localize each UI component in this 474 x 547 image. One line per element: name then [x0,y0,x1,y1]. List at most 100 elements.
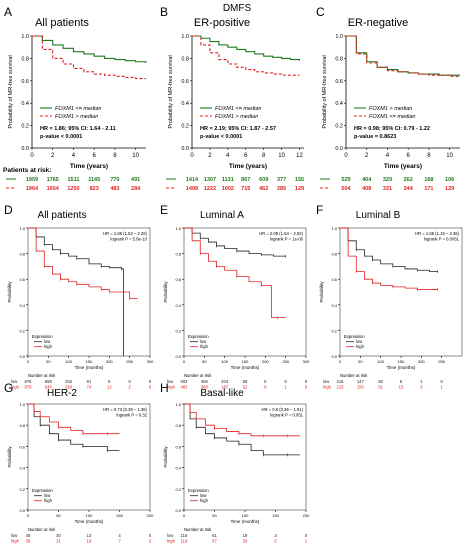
risk-title: Patients at risk: [3,167,51,174]
stat-annotation: p-value < 0.0001 [40,134,82,140]
risk-value: 1145 [88,177,100,183]
risk-value: 4 [118,533,121,538]
series-line-first [346,35,460,76]
risk-value: 284 [131,186,141,192]
x-tick-label: 100 [221,359,228,364]
stat-annotation: HR = 2.09 (1.54 – 2.82) [259,231,303,236]
x-tick-label: 150 [86,359,93,364]
x-tick-label: 200 [106,359,113,364]
risk-value: 1 [420,379,423,384]
y-axis-label: Probability of MR-free survival [8,55,14,128]
y-tick-label: 0.6 [335,79,343,85]
figure-title: DMFS [223,3,252,14]
panel-letter: G [4,381,13,395]
x-tick-label: 200 [418,359,425,364]
x-tick-label: 50 [358,359,363,364]
legend-label: low [44,493,51,498]
y-tick-label: 1.0 [335,34,343,40]
risk-value: 30 [56,533,61,538]
y-tick-label: 0.0 [331,354,337,359]
y-tick-label: 0.2 [19,487,25,492]
risk-value: 6 [400,379,403,384]
y-tick-label: 0.6 [19,444,25,449]
risk-value: 483 [110,186,119,192]
y-axis-label: Probability of MR-free survival [322,55,328,128]
risk-value: 1131 [222,177,234,183]
risk-value: 331 [383,186,392,192]
legend-label: high [356,344,365,349]
x-tick-label: 200 [147,513,154,518]
risk-value: 823 [90,186,99,192]
risk-value: 147 [357,379,365,384]
series-line-second [192,35,300,76]
x-tick-label: 6 [407,153,411,159]
legend-label: FOXM1 > median [215,114,258,120]
y-tick-label: 0.4 [21,101,29,107]
legend-title: Expression [32,334,53,339]
risk-value: 74 [87,385,92,390]
x-axis-label: Time (months) [231,365,260,370]
y-tick-label: 1.0 [19,226,25,231]
risk-row-label: high [167,385,176,390]
y-tick-label: 0.4 [335,101,343,107]
x-tick-label: 12 [296,153,303,159]
y-tick-label: 0.8 [175,252,181,257]
y-tick-label: 0.0 [181,146,189,152]
risk-title: Number at risk [184,373,212,378]
legend-label: FOXM1 <= median [55,106,101,112]
risk-value: 1511 [67,177,79,183]
risk-value: 285 [277,186,286,192]
stat-annotation: HR = 1.65 (1.15 – 2.36) [415,231,459,236]
risk-value: 332 [65,379,73,384]
risk-value: 388 [201,385,209,390]
stat-annotation: HR = 0.98; 95% CI: 0.79 - 1.22 [354,126,430,132]
risk-value: 408 [362,186,371,192]
risk-value: 15 [399,385,404,390]
risk-value: 876 [25,379,33,384]
stat-annotation: logrank P = 0.0061 [424,237,460,242]
risk-value: 61 [378,385,383,390]
panel-letter: D [4,203,13,217]
risk-value: 91 [87,379,92,384]
panel-title: All patients [35,17,89,29]
y-axis-label: Probability [319,281,324,303]
risk-value: 1964 [26,186,39,192]
risk-value: 875 [25,385,33,390]
risk-value: 329 [383,177,392,183]
stat-annotation: logrank P = 5.8e-10 [110,237,147,242]
risk-value: 18 [243,533,248,538]
y-tick-label: 0.2 [21,124,29,130]
legend-label: low [200,339,207,344]
x-tick-label: 0 [183,513,186,518]
risk-value: 50 [378,379,383,384]
x-tick-label: 10 [278,153,285,159]
x-axis-label: Time (months) [75,519,104,524]
legend-label: FOXM1 > median [55,114,98,120]
risk-value: 204 [221,379,229,384]
stat-annotation: logrank P = 0.32 [116,413,147,418]
series-line-second [32,35,146,80]
x-tick-label: 300 [147,359,154,364]
series-line-second [184,227,286,318]
x-tick-label: 2 [51,153,55,159]
risk-value: 0 [305,379,308,384]
y-tick-label: 0.0 [21,146,29,152]
risk-value: 8 [264,385,267,390]
risk-row-label: high [11,539,20,544]
risk-value: 116 [181,539,188,544]
y-tick-label: 0.2 [331,328,337,333]
series-line-first [192,35,301,61]
y-tick-label: 0.4 [19,466,25,471]
panel-letter: A [4,5,12,19]
y-tick-label: 0.6 [181,79,189,85]
x-tick-label: 8 [427,153,431,159]
risk-row-label: high [323,385,332,390]
risk-value: 2 [128,385,131,390]
risk-value: 3 [274,533,277,538]
stat-annotation: HR = 0.6 (0.36 – 1.01) [261,407,303,412]
y-tick-label: 0.2 [175,328,181,333]
risk-value: 260 [65,385,73,390]
risk-value: 0 [128,379,131,384]
